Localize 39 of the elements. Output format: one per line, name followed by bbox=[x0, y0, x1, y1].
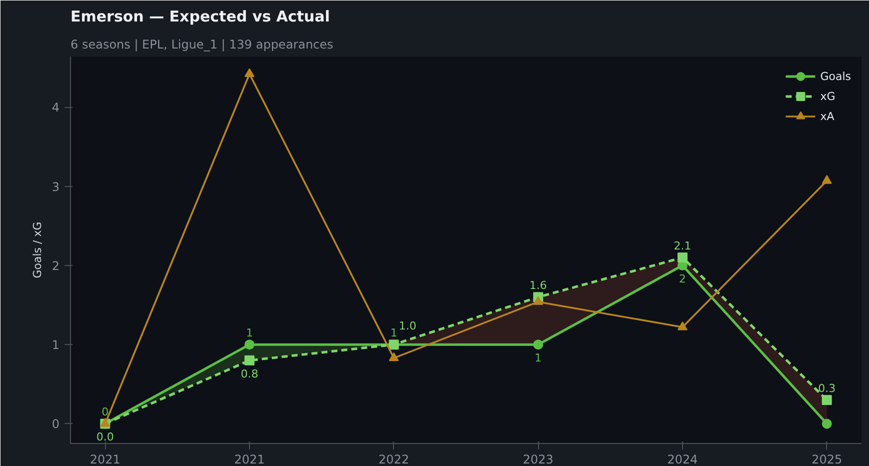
data-label: 1 bbox=[246, 326, 253, 340]
y-tick-label: 3 bbox=[52, 180, 60, 194]
x-tick-label: 2024 bbox=[667, 452, 698, 466]
point bbox=[244, 68, 254, 78]
point bbox=[244, 340, 254, 350]
legend-label: Goals bbox=[820, 70, 851, 82]
data-label: 0.3 bbox=[818, 382, 836, 395]
data-label: 2 bbox=[679, 272, 686, 286]
y-axis-title: Goals / xG bbox=[30, 222, 44, 278]
point bbox=[822, 418, 832, 429]
x-tick-label: 2022 bbox=[378, 452, 410, 466]
point bbox=[678, 252, 688, 263]
chart-subtitle: 6 seasons | EPL, Ligue_1 | 139 appearances bbox=[70, 38, 334, 52]
y-tick-label: 2 bbox=[52, 258, 60, 273]
data-label: 2.1 bbox=[674, 240, 692, 253]
data-label: 1 bbox=[390, 326, 398, 340]
data-label: 0.8 bbox=[240, 367, 258, 380]
y-tick-label: 1 bbox=[52, 338, 60, 352]
y-tick-label: 0 bbox=[52, 417, 60, 432]
point bbox=[388, 352, 399, 362]
y-tick-label: 4 bbox=[52, 100, 60, 115]
point bbox=[244, 355, 254, 366]
point bbox=[533, 296, 544, 305]
data-label: 1.6 bbox=[529, 279, 547, 292]
x-tick-label: 2021 bbox=[90, 452, 120, 466]
point bbox=[678, 321, 688, 330]
data-label: 0 bbox=[102, 406, 109, 419]
chart-title: Emerson — Expected vs Actual bbox=[70, 8, 330, 26]
data-label: 0.0 bbox=[96, 430, 114, 444]
data-label: 1.0 bbox=[398, 320, 416, 333]
legend-label: xG bbox=[820, 90, 836, 102]
data-label: 1 bbox=[534, 352, 542, 365]
x-tick-label: 2021 bbox=[234, 452, 265, 466]
legend-label: xA bbox=[820, 110, 836, 122]
point bbox=[533, 340, 544, 350]
x-tick-label: 2023 bbox=[522, 452, 554, 466]
point bbox=[822, 175, 832, 184]
x-tick-label: 2025 bbox=[812, 452, 842, 466]
point bbox=[822, 394, 832, 405]
